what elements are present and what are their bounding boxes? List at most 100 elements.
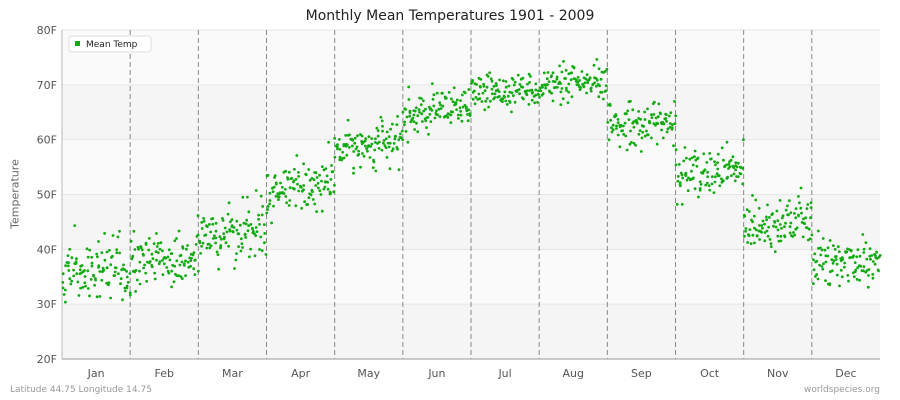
data-point bbox=[635, 121, 639, 125]
data-point bbox=[808, 237, 812, 241]
data-point bbox=[787, 199, 791, 203]
data-point bbox=[227, 244, 231, 248]
data-point bbox=[201, 241, 205, 245]
data-point bbox=[820, 248, 824, 252]
data-point bbox=[805, 226, 809, 230]
data-point bbox=[720, 146, 724, 150]
data-point bbox=[399, 136, 403, 140]
data-point bbox=[329, 192, 332, 195]
data-point bbox=[595, 58, 599, 61]
data-point bbox=[316, 181, 320, 185]
data-point bbox=[807, 227, 811, 231]
data-point bbox=[370, 142, 374, 146]
data-point bbox=[610, 130, 614, 134]
data-point bbox=[266, 205, 270, 208]
data-point bbox=[510, 110, 513, 114]
data-point bbox=[582, 84, 585, 88]
data-point bbox=[132, 229, 136, 233]
data-point bbox=[456, 113, 460, 117]
data-point bbox=[446, 116, 450, 119]
data-point bbox=[606, 121, 610, 124]
data-point bbox=[812, 268, 816, 272]
data-point bbox=[420, 97, 423, 100]
data-point bbox=[821, 267, 825, 271]
data-point bbox=[534, 93, 537, 97]
data-point bbox=[405, 115, 409, 119]
footer-source: worldspecies.org bbox=[803, 385, 880, 395]
data-point bbox=[646, 133, 650, 137]
data-point bbox=[177, 229, 181, 233]
data-point bbox=[516, 73, 520, 77]
data-point bbox=[674, 114, 678, 118]
data-point bbox=[797, 214, 800, 218]
data-point bbox=[292, 187, 296, 191]
data-point bbox=[732, 172, 736, 176]
data-point bbox=[287, 170, 291, 174]
data-point bbox=[706, 170, 709, 174]
data-point bbox=[783, 235, 787, 239]
data-point bbox=[657, 102, 661, 106]
data-point bbox=[396, 147, 399, 151]
data-point bbox=[858, 254, 862, 258]
data-point bbox=[465, 105, 468, 109]
data-point bbox=[826, 246, 830, 250]
data-point bbox=[593, 81, 596, 85]
data-point bbox=[271, 190, 275, 194]
data-point bbox=[184, 274, 188, 277]
data-point bbox=[177, 274, 181, 278]
data-point bbox=[297, 175, 300, 178]
data-point bbox=[583, 81, 587, 85]
data-point bbox=[164, 256, 168, 260]
data-point bbox=[217, 267, 221, 271]
data-point bbox=[734, 168, 738, 172]
data-point bbox=[345, 143, 349, 147]
data-point bbox=[109, 296, 112, 300]
data-point bbox=[83, 269, 86, 272]
data-point bbox=[450, 97, 453, 101]
data-point bbox=[422, 109, 426, 113]
data-point bbox=[186, 260, 190, 264]
data-point bbox=[506, 94, 510, 98]
data-point bbox=[766, 203, 769, 207]
data-point bbox=[682, 159, 686, 163]
data-point bbox=[363, 139, 367, 143]
data-point bbox=[600, 91, 604, 94]
data-point bbox=[495, 84, 498, 87]
data-point bbox=[564, 77, 567, 80]
data-point bbox=[261, 205, 265, 208]
data-point bbox=[373, 148, 377, 152]
data-point bbox=[862, 247, 866, 251]
data-point bbox=[725, 140, 729, 144]
data-point bbox=[342, 156, 346, 160]
y-tick-label: 80F bbox=[37, 24, 57, 37]
data-point bbox=[408, 109, 412, 113]
data-point bbox=[345, 153, 349, 157]
data-point bbox=[802, 221, 806, 225]
data-point bbox=[748, 228, 752, 232]
data-point bbox=[569, 78, 573, 82]
legend-box bbox=[68, 35, 152, 53]
data-point bbox=[292, 179, 296, 183]
data-point bbox=[567, 90, 571, 94]
data-point bbox=[474, 96, 478, 99]
data-point bbox=[140, 248, 144, 252]
data-point bbox=[387, 145, 391, 149]
data-point bbox=[823, 248, 827, 252]
data-point bbox=[307, 168, 311, 171]
data-point bbox=[90, 255, 94, 259]
data-point bbox=[230, 224, 234, 228]
data-point bbox=[182, 262, 186, 266]
data-point bbox=[616, 121, 620, 124]
data-point bbox=[497, 90, 501, 93]
data-point bbox=[332, 190, 336, 194]
data-point bbox=[597, 67, 601, 71]
data-point bbox=[83, 281, 87, 285]
data-point bbox=[513, 80, 517, 84]
data-point bbox=[741, 182, 745, 186]
data-point bbox=[150, 252, 154, 256]
data-point bbox=[746, 241, 749, 244]
data-point bbox=[439, 107, 443, 110]
data-point bbox=[710, 182, 714, 186]
data-point bbox=[588, 76, 592, 80]
data-point bbox=[284, 169, 288, 173]
